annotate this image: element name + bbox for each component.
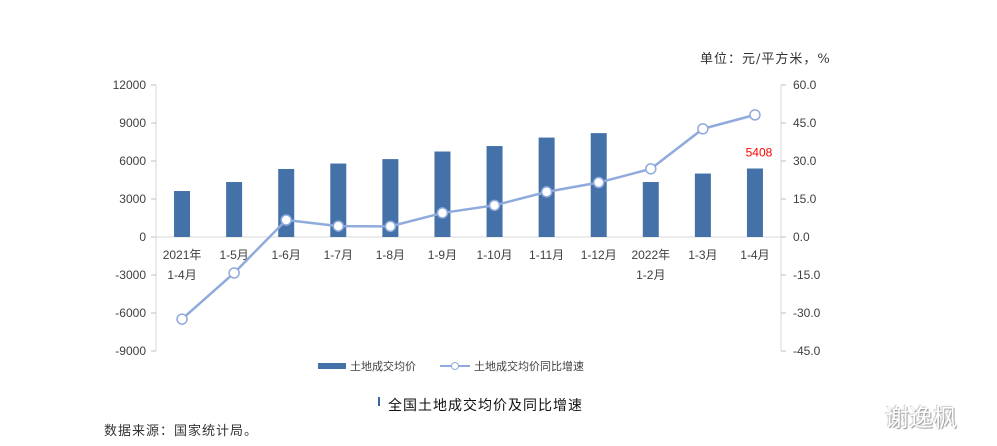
line-point[interactable]	[384, 220, 397, 233]
legend: 土地成交均价 土地成交均价同比增速	[318, 358, 584, 374]
right-axis-tick: -15.0	[793, 268, 821, 282]
category-label: 1-6月	[272, 248, 301, 262]
bar[interactable]	[330, 163, 347, 237]
right-axis-tick: 15.0	[793, 192, 817, 206]
bar[interactable]	[694, 173, 711, 237]
line-point[interactable]	[488, 199, 501, 212]
line-point[interactable]	[540, 186, 553, 198]
right-axis-tick: 60.0	[793, 78, 817, 92]
line-point[interactable]	[645, 163, 657, 175]
bar[interactable]	[226, 182, 243, 237]
left-axis-tick: 3000	[119, 192, 146, 206]
unit-label: 单位：元/平方米，%	[700, 52, 831, 67]
category-label: 2022年	[631, 248, 670, 262]
legend-item-line[interactable]: 土地成交均价同比增速	[440, 358, 584, 374]
left-axis-tick: 6000	[119, 154, 146, 168]
right-axis-tick: 45.0	[793, 116, 817, 130]
category-label: 1-5月	[219, 248, 248, 262]
bar[interactable]	[174, 191, 191, 237]
right-axis-tick: 30.0	[793, 154, 817, 168]
bar[interactable]	[382, 159, 399, 237]
legend-line-label: 土地成交均价同比增速	[474, 361, 584, 373]
category-label: 1-7月	[324, 248, 353, 262]
right-axis-tick: -30.0	[793, 306, 821, 320]
bar[interactable]	[746, 168, 763, 237]
line-point[interactable]	[749, 109, 761, 121]
left-axis-tick: -3000	[115, 268, 146, 282]
left-axis-tick: -6000	[115, 306, 146, 320]
growth-line	[181, 113, 756, 321]
category-label: 1-3月	[688, 248, 717, 262]
category-label: 1-10月	[477, 248, 513, 262]
right-axis-tick: -45.0	[793, 344, 821, 358]
bar[interactable]	[642, 182, 659, 237]
value-annotation: 5408	[746, 145, 773, 159]
left-axis-tick: -9000	[115, 344, 146, 358]
category-label: 1-4月	[740, 248, 769, 262]
bar-swatch-icon	[318, 363, 346, 369]
line-point[interactable]	[176, 313, 188, 325]
category-label: 2021年	[163, 248, 202, 262]
chart-title: 全国土地成交均价及同比增速	[388, 398, 583, 414]
category-label: 1-12月	[581, 248, 617, 262]
line-point[interactable]	[697, 123, 709, 135]
line-point[interactable]	[228, 267, 240, 279]
left-axis-tick: 9000	[119, 116, 146, 130]
line-marker-icon	[440, 362, 470, 370]
legend-item-bar[interactable]: 土地成交均价	[318, 358, 416, 374]
left-axis-tick: 0	[139, 230, 146, 244]
category-label: 1-8月	[376, 248, 405, 262]
category-label: 1-2月	[636, 268, 665, 282]
category-label: 1-4月	[167, 268, 196, 282]
data-source: 数据来源：国家统计局。	[104, 424, 259, 439]
category-label: 1-11月	[529, 248, 564, 262]
category-label: 1-9月	[428, 248, 457, 262]
line-point[interactable]	[436, 207, 449, 219]
bar[interactable]	[434, 151, 451, 238]
line-point[interactable]	[592, 176, 605, 189]
right-axis-tick: 0.0	[793, 230, 810, 244]
line-point[interactable]	[332, 220, 345, 232]
bar[interactable]	[486, 146, 503, 237]
legend-bar-label: 土地成交均价	[350, 361, 416, 373]
title-marker	[378, 397, 380, 406]
line-point[interactable]	[280, 214, 292, 226]
left-axis-tick: 12000	[113, 78, 147, 92]
watermark: 谢逸枫	[885, 404, 957, 432]
